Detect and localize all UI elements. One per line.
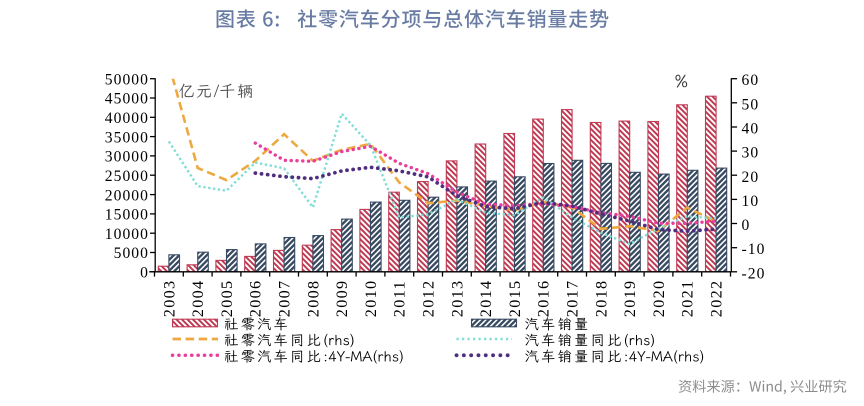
svg-text:2018: 2018 xyxy=(592,280,610,318)
svg-text:20: 20 xyxy=(742,169,760,186)
svg-text:60: 60 xyxy=(742,72,760,89)
svg-text:10: 10 xyxy=(742,193,760,210)
svg-text:2022: 2022 xyxy=(708,280,726,318)
svg-text:2003: 2003 xyxy=(160,280,178,318)
svg-text:2005: 2005 xyxy=(218,280,236,318)
svg-text:2020: 2020 xyxy=(650,280,668,318)
svg-text:2017: 2017 xyxy=(564,280,582,318)
svg-text:30: 30 xyxy=(742,145,760,162)
svg-text:2013: 2013 xyxy=(448,280,466,318)
svg-text:2012: 2012 xyxy=(420,280,438,318)
svg-text:40: 40 xyxy=(742,121,760,138)
svg-text:2021: 2021 xyxy=(679,280,697,318)
svg-text:50: 50 xyxy=(742,96,760,113)
svg-text:-10: -10 xyxy=(742,241,766,258)
svg-text:25000: 25000 xyxy=(105,168,149,185)
svg-text:2006: 2006 xyxy=(247,280,265,318)
svg-text:40000: 40000 xyxy=(105,110,149,127)
svg-text:2009: 2009 xyxy=(333,280,351,318)
svg-text:2007: 2007 xyxy=(276,280,294,318)
svg-text:10000: 10000 xyxy=(105,226,149,243)
svg-text:45000: 45000 xyxy=(105,91,149,108)
svg-text:0: 0 xyxy=(140,265,149,282)
svg-text:35000: 35000 xyxy=(105,129,149,146)
svg-text:30000: 30000 xyxy=(105,149,149,166)
svg-text:5000: 5000 xyxy=(114,245,149,262)
svg-text:0: 0 xyxy=(742,217,751,234)
svg-text:2004: 2004 xyxy=(189,280,207,318)
svg-text:2016: 2016 xyxy=(535,280,553,318)
svg-text:50000: 50000 xyxy=(105,71,149,88)
svg-text:2019: 2019 xyxy=(621,280,639,318)
svg-text:15000: 15000 xyxy=(105,207,149,224)
svg-text:2010: 2010 xyxy=(362,280,380,318)
svg-text:20000: 20000 xyxy=(105,187,149,204)
svg-text:2008: 2008 xyxy=(304,280,322,318)
svg-text:-20: -20 xyxy=(742,265,766,282)
svg-text:2011: 2011 xyxy=(391,280,409,317)
svg-text:2014: 2014 xyxy=(477,280,495,318)
svg-text:2015: 2015 xyxy=(506,280,524,318)
